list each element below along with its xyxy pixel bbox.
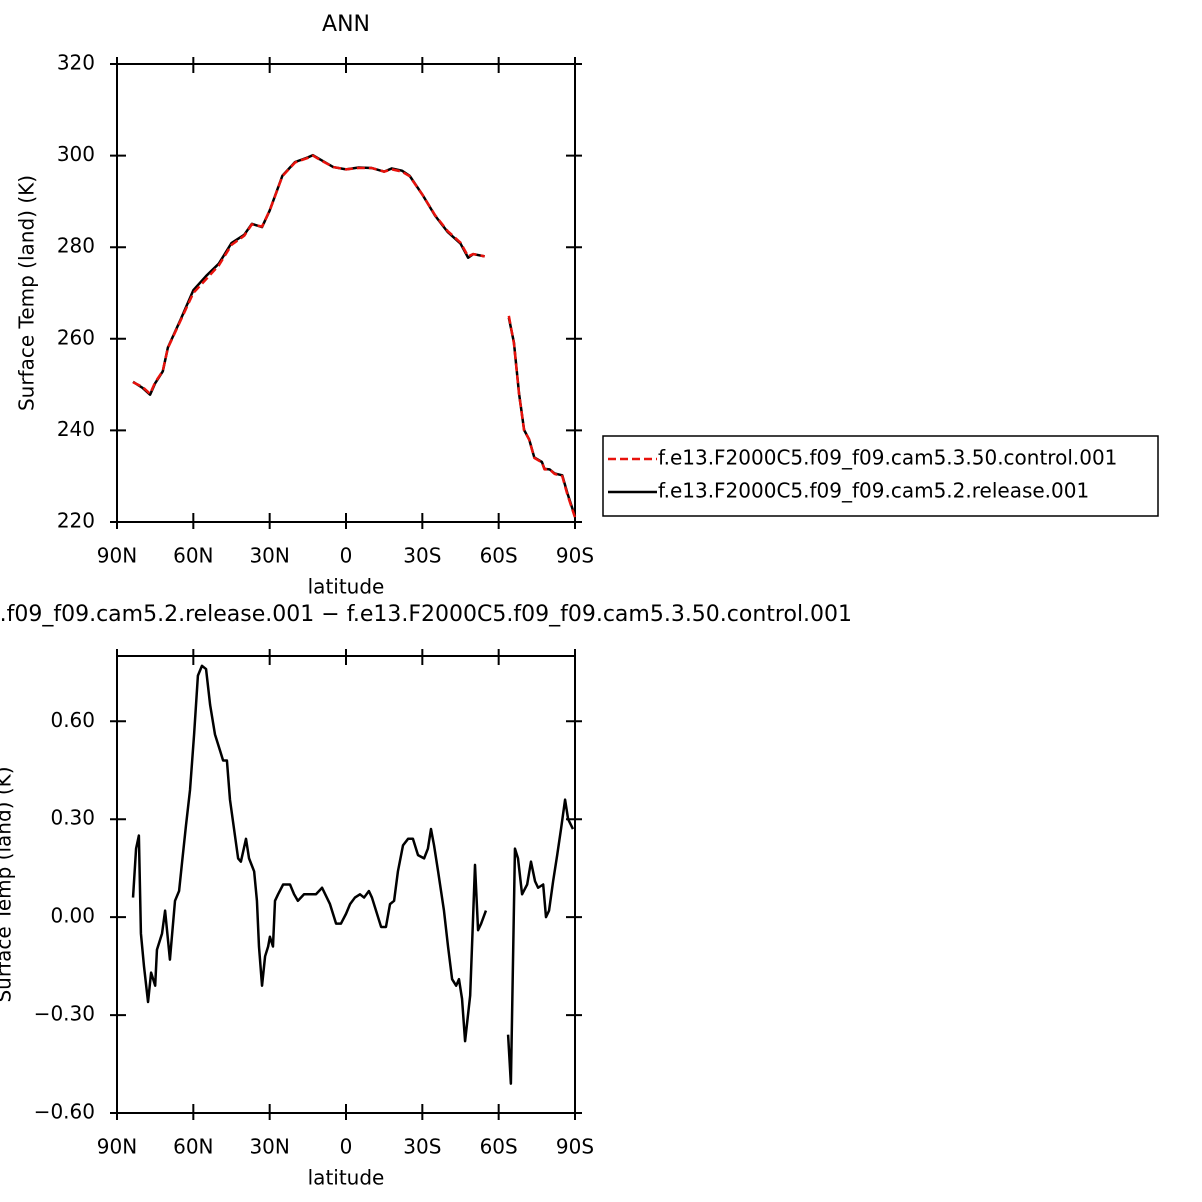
x-tick-label: 30S [403, 1135, 441, 1159]
y-tick-label: −0.30 [34, 1002, 95, 1026]
y-tick-label: 280 [57, 234, 95, 258]
x-axis-label: latitude [308, 1166, 385, 1190]
x-axis-label: latitude [308, 575, 385, 599]
chart-title: ANN [322, 12, 370, 37]
x-tick-label: 0 [340, 1135, 353, 1159]
y-tick-label: 240 [57, 417, 95, 441]
y-tick-label: 220 [57, 509, 95, 533]
x-tick-label: 90N [97, 544, 137, 568]
data-line [131, 664, 575, 1085]
y-tick-label: 300 [57, 142, 95, 166]
x-tick-label: 60N [173, 1135, 213, 1159]
x-tick-label: 30N [249, 544, 289, 568]
x-tick-label: 60S [480, 1135, 518, 1159]
y-tick-label: 320 [57, 51, 95, 75]
x-tick-label: 0 [340, 544, 353, 568]
y-tick-label: −0.60 [34, 1100, 95, 1124]
plot-frame [116, 63, 576, 523]
y-tick-label: 0.30 [50, 806, 95, 830]
legend-box [602, 435, 1159, 517]
y-axis-label: Surface Temp (land) (K) [0, 766, 16, 1002]
x-tick-label: 60N [173, 544, 213, 568]
plot-frame [116, 655, 576, 1114]
y-tick-label: 0.00 [50, 904, 95, 928]
y-tick-label: 260 [57, 325, 95, 349]
legend-label: f.e13.F2000C5.f09_f09.cam5.2.release.001 [658, 479, 1089, 503]
chart-title: f.e13.F2000C5.f09_f09.cam5.2.release.001… [0, 602, 852, 627]
data-line [132, 154, 577, 518]
legend-label: f.e13.F2000C5.f09_f09.cam5.3.50.control.… [658, 446, 1117, 470]
x-tick-label: 90N [97, 1135, 137, 1159]
y-axis-label: Surface Temp (land) (K) [15, 175, 39, 411]
y-tick-label: 0.60 [50, 708, 95, 732]
x-tick-label: 30S [403, 544, 441, 568]
x-tick-label: 90S [556, 1135, 594, 1159]
x-tick-label: 30N [249, 1135, 289, 1159]
x-tick-label: 60S [480, 544, 518, 568]
data-line [132, 153, 577, 517]
x-tick-label: 90S [556, 544, 594, 568]
